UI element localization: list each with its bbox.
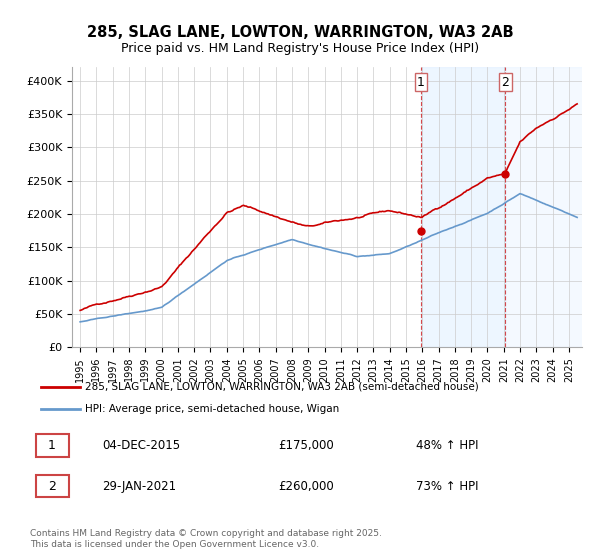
Text: 285, SLAG LANE, LOWTON, WARRINGTON, WA3 2AB: 285, SLAG LANE, LOWTON, WARRINGTON, WA3 …	[86, 25, 514, 40]
Text: £175,000: £175,000	[278, 439, 334, 452]
Text: 285, SLAG LANE, LOWTON, WARRINGTON, WA3 2AB (semi-detached house): 285, SLAG LANE, LOWTON, WARRINGTON, WA3 …	[85, 381, 479, 391]
Text: HPI: Average price, semi-detached house, Wigan: HPI: Average price, semi-detached house,…	[85, 404, 340, 414]
FancyBboxPatch shape	[35, 475, 68, 497]
FancyBboxPatch shape	[35, 434, 68, 457]
Text: £260,000: £260,000	[278, 479, 334, 493]
Text: 1: 1	[417, 76, 425, 88]
Text: 2: 2	[48, 479, 56, 493]
Text: Contains HM Land Registry data © Crown copyright and database right 2025.
This d: Contains HM Land Registry data © Crown c…	[30, 529, 382, 549]
Text: 1: 1	[48, 439, 56, 452]
Text: 2: 2	[501, 76, 509, 88]
Bar	[421, 67, 505, 347]
Text: Price paid vs. HM Land Registry's House Price Index (HPI): Price paid vs. HM Land Registry's House …	[121, 42, 479, 55]
Text: 48% ↑ HPI: 48% ↑ HPI	[416, 439, 479, 452]
Bar	[505, 67, 585, 347]
Text: 73% ↑ HPI: 73% ↑ HPI	[416, 479, 479, 493]
Text: 04-DEC-2015: 04-DEC-2015	[102, 439, 180, 452]
Text: 29-JAN-2021: 29-JAN-2021	[102, 479, 176, 493]
